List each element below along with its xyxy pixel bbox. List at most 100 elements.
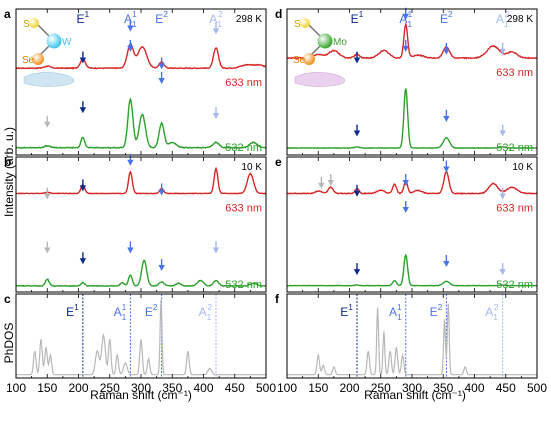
x-tick-label: 500 bbox=[527, 381, 547, 395]
temperature-label: 10 K bbox=[241, 162, 262, 173]
peak-arrow bbox=[127, 241, 134, 254]
peak-arrow bbox=[79, 101, 87, 114]
x-tick-label: 350 bbox=[162, 381, 182, 395]
mode-label: A12 bbox=[496, 9, 510, 29]
mode-line-label: A11 bbox=[114, 302, 127, 322]
peak-arrow bbox=[44, 187, 51, 200]
panel-b: 633 nm 532 nm 10 K b bbox=[4, 153, 267, 293]
series-line-phdos bbox=[287, 303, 537, 376]
atom-label: S bbox=[23, 19, 30, 30]
atom-w bbox=[46, 33, 62, 49]
series-line-633nm bbox=[16, 43, 267, 70]
series-label: 532 nm bbox=[496, 279, 533, 291]
peak-arrow bbox=[127, 153, 134, 166]
panel-letter: c bbox=[4, 292, 11, 306]
x-tick-label: 150 bbox=[308, 381, 328, 395]
panel-frame bbox=[286, 156, 538, 293]
peak-arrow bbox=[158, 57, 165, 70]
mode-line-label: E2 bbox=[145, 302, 158, 319]
x-tick-label: 150 bbox=[37, 381, 57, 395]
y-axis-label-intensity: Intensity (arb. u.) bbox=[2, 127, 16, 217]
peak-arrow bbox=[127, 19, 134, 32]
atom-label: S bbox=[294, 19, 301, 30]
x-tick-label: 100 bbox=[6, 381, 26, 395]
x-tick-label: 400 bbox=[464, 381, 484, 395]
peak-arrow bbox=[443, 160, 450, 173]
series-line-633nm bbox=[286, 171, 538, 195]
mode-label: A11 bbox=[124, 9, 137, 29]
atom-s bbox=[300, 18, 310, 28]
x-tick-label: 100 bbox=[277, 381, 297, 395]
panel-frame bbox=[286, 293, 538, 379]
peak-arrow bbox=[443, 42, 450, 55]
atom-label: W bbox=[62, 37, 72, 48]
mode-line-label: E2 bbox=[430, 302, 443, 319]
mode-label: E2 bbox=[155, 9, 168, 26]
x-tick-label: 400 bbox=[193, 381, 213, 395]
x-tick-label: 350 bbox=[433, 381, 453, 395]
mode-label: E1 bbox=[77, 9, 90, 26]
atom-s bbox=[29, 18, 39, 28]
peak-arrow bbox=[79, 51, 87, 64]
series-label: 633 nm bbox=[225, 77, 262, 89]
mode-line-label: E1 bbox=[66, 302, 79, 319]
series-line-phdos bbox=[16, 299, 266, 376]
peak-arrow bbox=[79, 252, 87, 265]
series-line-633nm bbox=[286, 21, 537, 60]
mode-line-label: A12 bbox=[199, 302, 213, 322]
atom-mo bbox=[317, 33, 333, 49]
atom-label: Mo bbox=[333, 37, 347, 48]
x-axis-label-left: Raman shift (cm⁻¹) bbox=[90, 388, 192, 402]
peak-arrow bbox=[402, 174, 409, 186]
x-tick-label: 450 bbox=[496, 381, 516, 395]
temperature-label: 298 K bbox=[507, 14, 533, 25]
panel-letter: e bbox=[275, 155, 282, 169]
x-tick-label: 200 bbox=[68, 381, 88, 395]
peak-arrow bbox=[158, 72, 165, 84]
mode-label: A11 bbox=[399, 9, 412, 29]
panel-e: 633 nm 532 nm 10 K e bbox=[275, 155, 538, 293]
mode-label: E1 bbox=[351, 9, 364, 26]
mode-line-label: A11 bbox=[389, 302, 402, 322]
series-label: 532 nm bbox=[225, 142, 262, 154]
x-tick-label: 200 bbox=[339, 381, 359, 395]
series-label: 633 nm bbox=[225, 202, 262, 214]
atom-label: Se bbox=[293, 55, 306, 66]
x-tick-label: 500 bbox=[256, 381, 276, 395]
peak-arrow bbox=[212, 22, 220, 35]
series-line-532nm bbox=[16, 259, 267, 288]
panel-letter: b bbox=[4, 155, 11, 169]
atom-label: Se bbox=[22, 55, 35, 66]
peak-arrow bbox=[402, 39, 409, 52]
temperature-label: 298 K bbox=[236, 14, 262, 25]
mode-label: A12 bbox=[209, 9, 223, 29]
peak-arrow bbox=[44, 115, 51, 128]
panel-letter: f bbox=[275, 292, 280, 306]
panel-f: E1 A11 E2 A12 f 100 150 200 250 300 350 400 450 500 bbox=[275, 292, 547, 395]
panel-letter: d bbox=[275, 7, 282, 21]
x-tick-label: 250 bbox=[100, 381, 120, 395]
peak-arrow bbox=[127, 39, 134, 52]
x-tick-label: 300 bbox=[402, 381, 422, 395]
series-label: 532 nm bbox=[225, 279, 262, 291]
panel-frame bbox=[15, 293, 267, 379]
series-line-532nm bbox=[286, 253, 538, 287]
series-line-532nm bbox=[286, 88, 538, 150]
x-tick-label: 450 bbox=[225, 381, 245, 395]
x-axis-label-right: Raman shift (cm⁻¹) bbox=[364, 388, 466, 402]
peak-arrow bbox=[318, 176, 325, 189]
mode-line-label: E1 bbox=[340, 302, 353, 319]
peak-arrow bbox=[212, 241, 220, 254]
series-label: 633 nm bbox=[496, 67, 533, 79]
molecule-inset: S W Se bbox=[22, 18, 75, 87]
y-axis-label-phdos: PhDOS bbox=[2, 323, 16, 364]
x-tick-label: 250 bbox=[371, 381, 391, 395]
peak-arrow bbox=[353, 124, 361, 137]
peak-arrow bbox=[499, 187, 506, 200]
peak-arrow bbox=[499, 124, 506, 137]
peak-arrow bbox=[158, 259, 165, 272]
peak-arrow bbox=[327, 174, 334, 186]
panel-a: 633 nm 532 nm E1 A11 E2 A12 298 K a S W Se bbox=[4, 7, 267, 156]
peak-arrow bbox=[499, 42, 506, 55]
